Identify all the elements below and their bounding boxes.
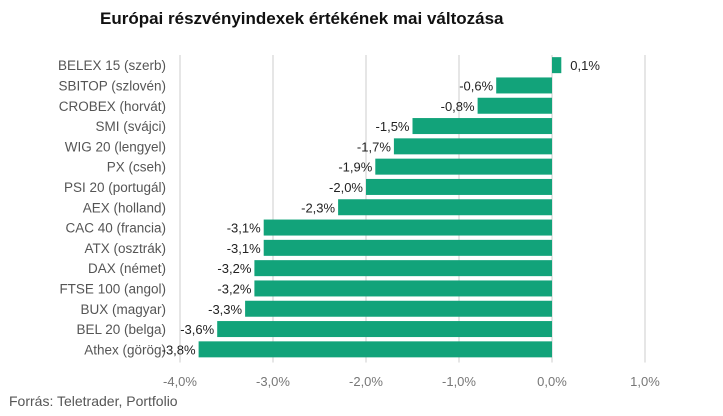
labels-layer: -4,0% -3,0% -2,0% -1,0% 0,0% 1,0% BELEX 15 (sz… — [58, 58, 660, 389]
bar — [338, 199, 552, 216]
category-label: SBITOP (szlovén) — [58, 78, 166, 93]
bar — [254, 260, 552, 277]
category-label: Athex (görög) — [84, 342, 166, 357]
source-note: Forrás: Teletrader, Portfolio — [9, 393, 178, 409]
bar — [263, 219, 552, 236]
bar — [254, 280, 552, 297]
value-label: -3,8% — [162, 342, 196, 357]
bar — [412, 118, 552, 135]
category-label: CAC 40 (francia) — [65, 221, 166, 236]
category-label: FTSE 100 (angol) — [59, 281, 166, 296]
value-label: -3,3% — [208, 302, 242, 317]
value-label: -2,3% — [301, 200, 335, 215]
bar — [366, 178, 552, 195]
category-label: BELEX 15 (szerb) — [58, 58, 166, 73]
chart-title: Európai részvényindexek értékének mai vá… — [100, 9, 504, 28]
category-label: PX (cseh) — [107, 160, 166, 175]
value-label: -3,1% — [227, 221, 261, 236]
category-label: BUX (magyar) — [80, 302, 166, 317]
value-label: -1,7% — [357, 139, 391, 154]
x-tick-label: 1,0% — [630, 374, 660, 389]
x-tick-label: -3,0% — [256, 374, 290, 389]
category-label: ATX (osztrák) — [84, 241, 166, 256]
x-tick-label: -2,0% — [349, 374, 383, 389]
x-tick-label: -4,0% — [163, 374, 197, 389]
x-tick-label: 0,0% — [537, 374, 567, 389]
category-label: CROBEX (horvát) — [59, 99, 166, 114]
value-label: -3,1% — [227, 241, 261, 256]
category-label: SMI (svájci) — [96, 119, 167, 134]
category-label: PSI 20 (portugál) — [64, 180, 166, 195]
value-label: -0,8% — [441, 99, 475, 114]
category-label: AEX (holland) — [83, 200, 166, 215]
category-label: DAX (német) — [88, 261, 166, 276]
value-label: -3,2% — [217, 261, 251, 276]
bar — [375, 158, 552, 175]
value-label: -3,6% — [180, 322, 214, 337]
bar — [217, 321, 552, 338]
bar — [552, 57, 562, 74]
value-label: -0,6% — [459, 78, 493, 93]
value-label: -1,9% — [338, 160, 372, 175]
category-label: BEL 20 (belga) — [76, 322, 166, 337]
value-label: -3,2% — [217, 281, 251, 296]
value-label: 0,1% — [570, 58, 600, 73]
bar — [245, 300, 552, 317]
value-label: -1,5% — [376, 119, 410, 134]
x-tick-label: -1,0% — [442, 374, 476, 389]
bar — [496, 77, 552, 94]
category-label: WIG 20 (lengyel) — [65, 139, 166, 154]
bar — [263, 239, 552, 256]
value-label: -2,0% — [329, 180, 363, 195]
bar — [477, 97, 552, 114]
bars-layer — [198, 57, 562, 358]
bar — [198, 341, 552, 358]
bar — [393, 138, 552, 155]
